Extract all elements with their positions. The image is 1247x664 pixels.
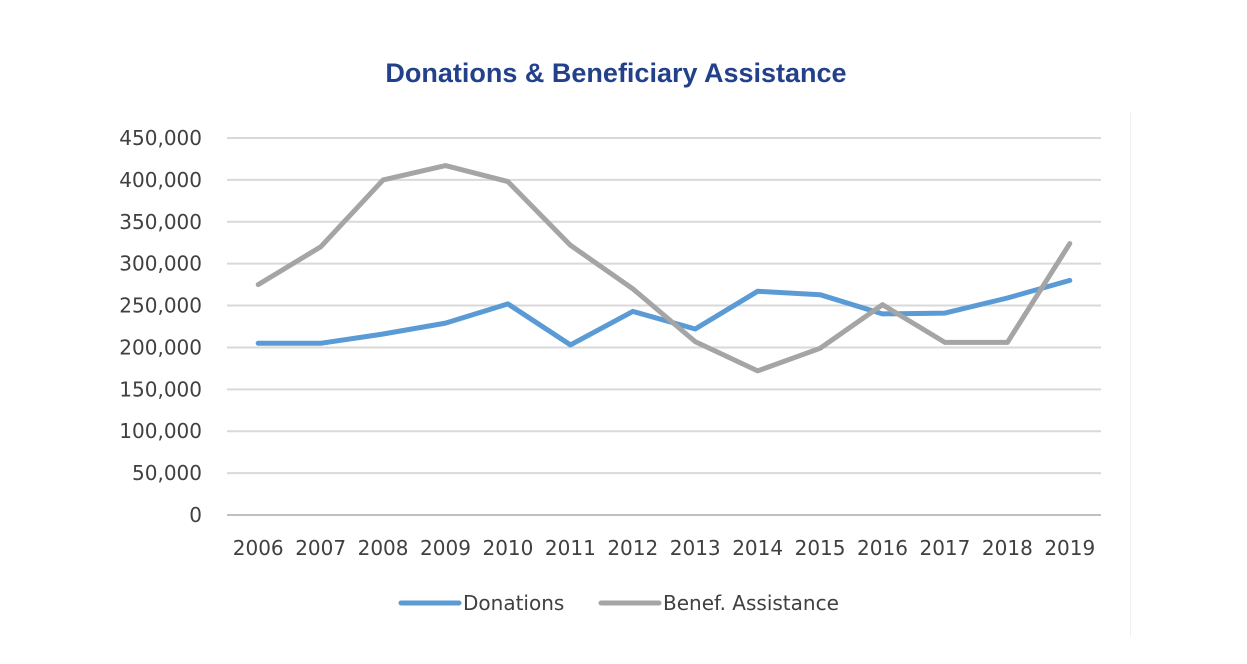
data-point [692, 339, 698, 345]
data-point [505, 301, 511, 307]
x-tick-label: 2009 [420, 536, 471, 560]
x-tick-label: 2015 [795, 536, 846, 560]
data-point [1067, 241, 1073, 247]
series-line-benef-assistance [255, 163, 1073, 374]
chart-title: Donations & Beneficiary Assistance [385, 58, 846, 88]
data-point [443, 320, 449, 326]
y-tick-label: 0 [189, 503, 202, 527]
x-tick-label: 2013 [670, 536, 721, 560]
x-tick-label: 2018 [982, 536, 1033, 560]
data-point [380, 331, 386, 337]
data-point [380, 177, 386, 183]
x-tick-label: 2011 [545, 536, 596, 560]
x-tick-label: 2016 [857, 536, 908, 560]
data-point [1067, 277, 1073, 283]
x-tick-label: 2017 [919, 536, 970, 560]
x-tick-label: 2010 [482, 536, 533, 560]
data-point [880, 302, 886, 308]
data-point [443, 163, 449, 169]
legend[interactable]: Donations Benef. Assistance [398, 591, 839, 615]
data-point [755, 368, 761, 374]
y-tick-label: 100,000 [119, 419, 202, 443]
x-tick-label: 2012 [607, 536, 658, 560]
grid-lines [227, 137, 1101, 516]
data-point [942, 339, 948, 345]
data-point [505, 179, 511, 185]
y-axis-ticks: 0 50,000 100,000 150,000 200,000 250,000 300,0… [119, 126, 202, 527]
data-point [692, 326, 698, 332]
data-point [630, 286, 636, 292]
data-point [817, 292, 823, 298]
data-point [817, 345, 823, 351]
data-point [255, 282, 261, 288]
y-tick-label: 450,000 [119, 126, 202, 150]
y-tick-label: 150,000 [119, 377, 202, 401]
legend-item-donations[interactable]: Donations [398, 591, 564, 615]
data-point [1004, 295, 1010, 301]
legend-item-benef-assistance[interactable]: Benef. Assistance [598, 591, 839, 615]
data-point [318, 244, 324, 250]
data-point [567, 242, 573, 248]
x-tick-label: 2008 [358, 536, 409, 560]
data-point [880, 311, 886, 317]
x-tick-label: 2007 [295, 536, 346, 560]
x-axis-ticks: 2006 2007 2008 2009 2010 2011 2012 2013 2014 2015… [233, 536, 1095, 560]
y-tick-label: 200,000 [119, 335, 202, 359]
data-point [630, 308, 636, 314]
data-point [942, 310, 948, 316]
data-point [318, 340, 324, 346]
y-tick-label: 350,000 [119, 210, 202, 234]
y-tick-label: 300,000 [119, 252, 202, 276]
chart-border-line [1130, 112, 1131, 637]
data-point [255, 340, 261, 346]
data-point [755, 288, 761, 294]
y-tick-label: 50,000 [132, 461, 202, 485]
y-tick-label: 400,000 [119, 168, 202, 192]
data-point [1004, 339, 1010, 345]
data-point [567, 342, 573, 348]
legend-label: Donations [463, 591, 564, 615]
y-tick-label: 250,000 [119, 294, 202, 318]
x-tick-label: 2006 [233, 536, 284, 560]
x-tick-label: 2014 [732, 536, 783, 560]
series-lines [255, 163, 1073, 374]
series-line-donations [255, 277, 1073, 348]
legend-label: Benef. Assistance [663, 591, 839, 615]
x-tick-label: 2019 [1044, 536, 1095, 560]
